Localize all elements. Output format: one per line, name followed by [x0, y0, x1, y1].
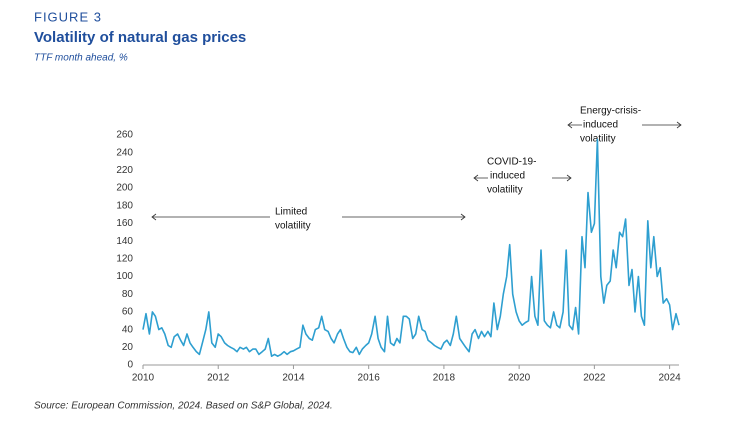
arrow: [567, 121, 582, 129]
y-tick-label: 260: [116, 130, 133, 141]
y-tick-label: 0: [127, 360, 133, 371]
x-tick-label: 2018: [433, 373, 456, 384]
chart-subtitle: TTF month ahead, %: [34, 53, 128, 64]
x-tick-label: 2024: [658, 373, 681, 384]
arrow: [342, 213, 466, 221]
arrow: [642, 121, 682, 129]
x-tick-label: 2012: [207, 373, 230, 384]
x-tick-label: 2010: [132, 373, 155, 384]
y-tick-label: 120: [116, 253, 133, 264]
y-tick-label: 80: [122, 289, 134, 300]
y-tick-label: 160: [116, 218, 133, 229]
x-tick-label: 2020: [508, 373, 531, 384]
arrow: [473, 174, 488, 182]
y-tick-label: 60: [122, 307, 134, 318]
y-tick-label: 100: [116, 271, 133, 282]
figure-label: FIGURE 3: [34, 9, 102, 24]
y-tick-label: 40: [122, 324, 134, 335]
y-tick-label: 220: [116, 165, 133, 176]
arrow: [151, 213, 270, 221]
annotation: volatility: [487, 185, 523, 196]
annotation: COVID-19-: [487, 157, 536, 168]
annotation: Energy-crisis-: [580, 106, 641, 117]
annotation: Limited: [275, 207, 307, 218]
y-tick-label: 140: [116, 236, 133, 247]
y-tick-label: 200: [116, 183, 133, 194]
chart-title: Volatility of natural gas prices: [34, 29, 246, 46]
series-line: [142, 138, 680, 357]
arrow: [552, 174, 572, 182]
source-note: Source: European Commission, 2024. Based…: [34, 401, 333, 412]
y-tick-label: 180: [116, 200, 133, 211]
annotation: volatility: [275, 221, 311, 232]
x-tick-label: 2022: [583, 373, 606, 384]
x-tick-label: 2014: [282, 373, 305, 384]
y-tick-label: 20: [122, 342, 134, 353]
annotation: induced: [583, 120, 618, 131]
annotation: induced: [490, 171, 525, 182]
y-tick-label: 240: [116, 147, 133, 158]
x-tick-label: 2016: [358, 373, 381, 384]
